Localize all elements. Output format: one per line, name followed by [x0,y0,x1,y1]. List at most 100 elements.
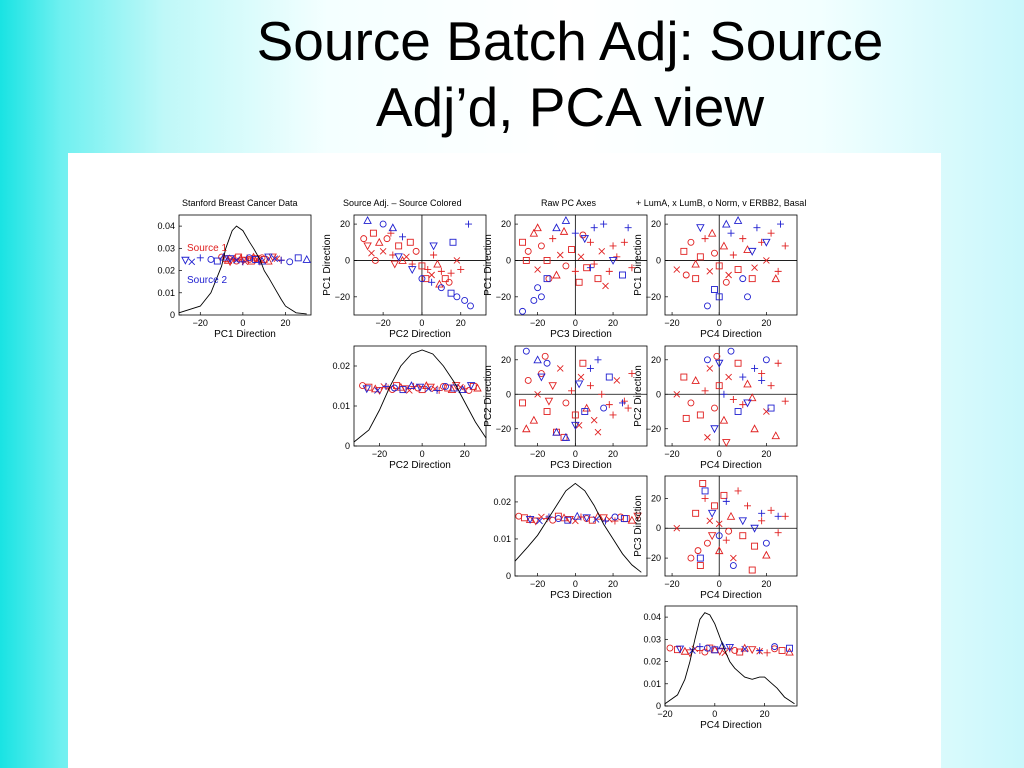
data-point [628,370,636,378]
y-tick-label: −20 [496,424,511,434]
data-point [720,491,728,499]
data-point [590,224,598,232]
data-point [302,254,311,263]
data-point [447,269,455,277]
x-axis-label: PC3 Direction [550,460,612,471]
data-point [687,238,695,246]
data-point [778,646,786,654]
y-tick-label: 20 [651,493,661,503]
data-point [271,255,279,262]
data-point [415,383,425,392]
data-point [395,242,403,250]
y-tick-label: −20 [646,553,661,563]
y-tick-label: 0 [506,571,511,581]
data-point [674,646,681,654]
data-point [537,242,545,250]
data-point [719,415,729,424]
y-axis-label: PC3 Direction [633,495,644,557]
data-point [388,223,398,232]
data-point [747,646,757,655]
data-point [529,228,539,237]
y-tick-label: 0.04 [643,612,661,622]
data-point [743,399,752,408]
data-point [701,487,709,495]
x-tick-label: −20 [530,318,545,328]
data-point [538,513,545,521]
data-point [762,238,771,247]
data-point [363,216,372,224]
data-point [294,254,302,262]
data-point [707,509,717,518]
data-point [771,431,781,440]
data-point [522,257,530,264]
x-axis-label: PC4 Direction [700,329,762,340]
data-point [781,397,789,405]
data-point [758,376,766,384]
data-point [543,275,551,283]
x-axis-label: PC4 Direction [700,460,762,471]
y-tick-label: 20 [501,219,511,229]
data-point [522,347,530,355]
x-tick-label: 0 [717,449,722,459]
data-point [534,390,541,398]
data-point [598,248,606,255]
y-tick-label: 0.01 [332,401,350,411]
data-point [680,373,688,381]
slide-title-line-1: Source Batch Adj: Source [256,10,884,72]
data-point [383,235,391,243]
data-point [277,256,285,264]
x-tick-label: −20 [530,449,545,459]
data-point [725,643,735,652]
panel-pc2-vs-pc1: −20 0 20 −20 0 20 PC2 Direction PC1 Direction [322,214,487,340]
data-point [707,532,717,541]
x-tick-label: 0 [573,318,578,328]
data-point [426,383,435,392]
y-tick-label: 0 [506,255,511,265]
data-point [467,302,474,310]
data-point [699,480,707,487]
data-point [564,516,572,524]
slide-title: Source Batch Adj: Source Adj’d, PCA view [190,8,950,140]
data-point [442,382,449,390]
data-point [447,289,455,297]
y-tick-label: 20 [501,355,511,365]
data-point [181,256,190,265]
data-point [286,258,294,266]
data-point [543,408,551,415]
x-tick-label: 20 [761,318,771,328]
data-point [771,645,779,653]
data-point [233,256,240,264]
data-point [238,256,248,265]
data-point [713,352,721,360]
data-point [739,532,747,540]
data-point [425,385,432,393]
x-tick-label: −20 [193,318,208,328]
data-point [196,254,204,262]
data-point [598,390,606,398]
data-point [433,386,441,394]
data-point [424,266,432,274]
data-point [756,647,764,655]
data-point [706,365,714,372]
data-point [556,251,564,259]
data-point [706,644,714,652]
y-axis-label: PC1 Direction [322,234,333,296]
data-point [398,256,407,264]
data-point [533,223,542,232]
x-axis-label: PC4 Direction [700,720,762,731]
data-point [524,377,532,384]
data-point [767,229,775,237]
data-point [703,356,711,364]
data-point [568,387,576,395]
data-point [734,408,742,415]
x-tick-label: 0 [717,318,722,328]
data-point [371,257,379,264]
density-curve [353,349,487,443]
data-point [781,512,789,520]
y-tick-label: −20 [646,424,661,434]
data-point [666,644,674,652]
data-point [729,251,737,259]
data-point [453,293,461,301]
data-point [731,646,739,654]
data-point [734,359,742,367]
